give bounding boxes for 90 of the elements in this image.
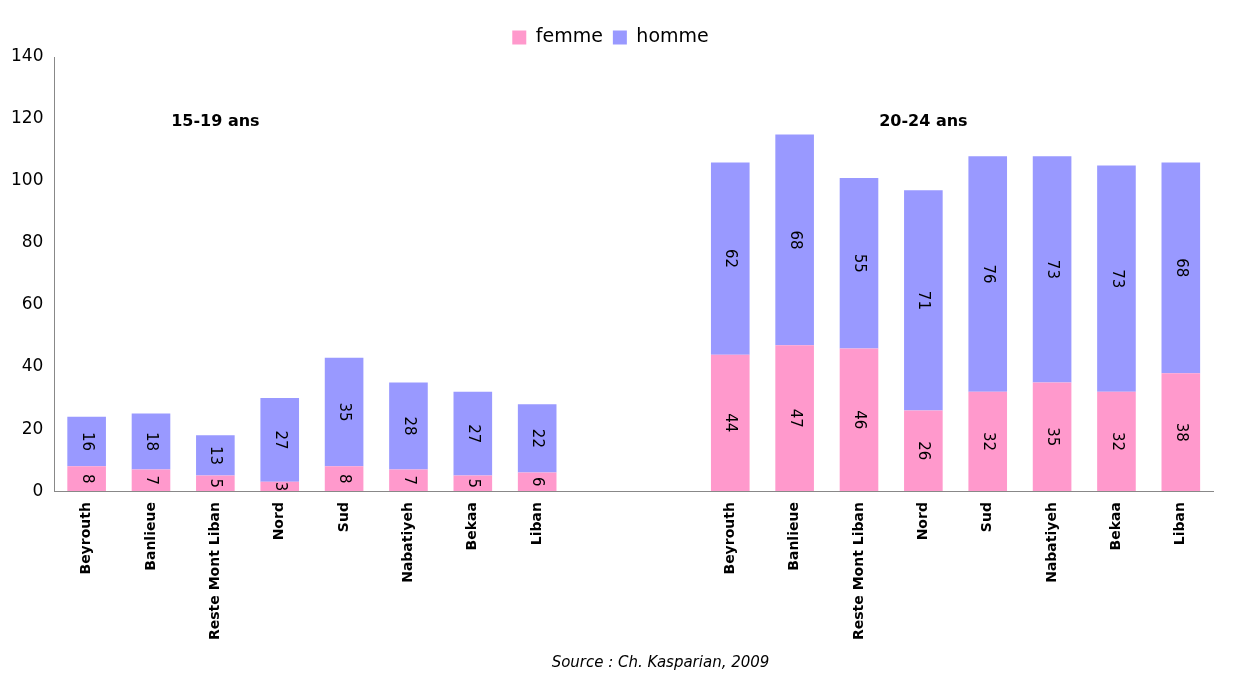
y-tick-label: 60 (21, 293, 44, 314)
y-tick-label: 120 (10, 107, 44, 128)
x-tick-label: Bekaa (463, 502, 480, 551)
y-tick-label: 80 (21, 231, 44, 252)
bar (453, 391, 493, 476)
y-tick-label: 100 (10, 169, 44, 190)
data-label: 18 (143, 431, 162, 452)
data-label: 13 (207, 445, 226, 465)
bar (517, 404, 557, 473)
bar (710, 162, 750, 355)
data-label: 62 (722, 249, 741, 269)
data-label: 8 (336, 473, 355, 484)
annotation: 20-24 ans (879, 111, 968, 131)
data-label: 73 (1044, 259, 1063, 279)
legend-label: homme (636, 24, 709, 47)
bar (1032, 382, 1072, 492)
x-tick-label: Sud (978, 502, 995, 533)
data-label: 46 (851, 410, 870, 430)
x-tick-label: Liban (527, 502, 544, 546)
x-tick-label: Banlieue (785, 502, 802, 571)
x-tick-label: Nabatiyeh (399, 502, 416, 583)
data-label: 35 (336, 402, 355, 422)
source-note: Source : Ch. Kasparian, 2009 (551, 652, 770, 671)
data-label: 68 (786, 230, 805, 250)
bar (131, 413, 171, 470)
data-label: 7 (143, 475, 162, 486)
bar (260, 398, 300, 482)
data-label: 27 (464, 424, 483, 444)
bar (517, 472, 557, 492)
bar (968, 156, 1008, 392)
y-tick-label: 20 (21, 417, 44, 438)
bar (324, 357, 364, 467)
data-label: 55 (851, 253, 870, 273)
bar (1161, 373, 1201, 492)
x-tick-label: Nabatiyeh (1042, 502, 1059, 583)
bar (968, 391, 1008, 492)
data-label: 68 (1172, 258, 1191, 278)
legend-label: femme (535, 24, 603, 47)
data-label: 5 (464, 478, 483, 489)
bar (389, 469, 428, 492)
bar (1161, 162, 1201, 374)
data-label: 27 (271, 430, 290, 450)
data-label: 71 (915, 290, 934, 310)
x-tick-label: Liban (1171, 502, 1188, 546)
x-tick-label: Beyrouth (720, 502, 737, 575)
y-tick-label: 0 (32, 479, 44, 500)
data-label: 76 (979, 264, 998, 284)
data-label: 3 (271, 481, 290, 492)
data-label: 5 (207, 478, 226, 489)
y-tick-label: 140 (10, 45, 44, 66)
data-label: 6 (529, 477, 548, 487)
x-tick-label: Nord (914, 502, 930, 541)
bar (904, 190, 943, 411)
data-label: 16 (78, 431, 97, 452)
data-label: 35 (1044, 427, 1063, 447)
data-label: 8 (78, 473, 97, 484)
bar (839, 348, 879, 492)
data-label: 22 (529, 428, 548, 448)
bar (839, 177, 879, 349)
bar (1097, 165, 1136, 392)
x-tick-label: Nord (270, 502, 287, 541)
bar (904, 410, 943, 492)
data-label: 32 (979, 431, 998, 452)
bar (196, 435, 235, 476)
bar (324, 466, 364, 492)
data-label: 32 (1108, 431, 1127, 452)
data-label: 73 (1108, 269, 1127, 289)
data-label: 28 (400, 416, 419, 436)
bar (710, 354, 750, 492)
bar (67, 466, 106, 492)
bar (775, 134, 814, 346)
x-tick-label: Sud (334, 502, 351, 533)
bar (1032, 156, 1072, 383)
bar (1097, 391, 1136, 492)
x-tick-label: Beyrouth (77, 502, 94, 575)
annotation: 15-19 ans (171, 111, 260, 131)
data-label: 44 (722, 413, 741, 433)
y-tick-label: 40 (21, 355, 44, 376)
data-label: 38 (1172, 422, 1191, 442)
bar (775, 345, 814, 492)
data-label: 7 (400, 475, 419, 486)
x-tick-label: Reste Mont Liban (849, 502, 866, 641)
x-tick-label: Reste Mont Liban (206, 502, 222, 641)
data-label: 47 (786, 408, 805, 428)
bar (131, 469, 171, 492)
bar (67, 416, 106, 467)
x-tick-label: Bekaa (1107, 502, 1124, 551)
x-tick-label: Banlieue (141, 502, 158, 571)
bar (389, 382, 428, 470)
data-label: 26 (915, 441, 934, 461)
